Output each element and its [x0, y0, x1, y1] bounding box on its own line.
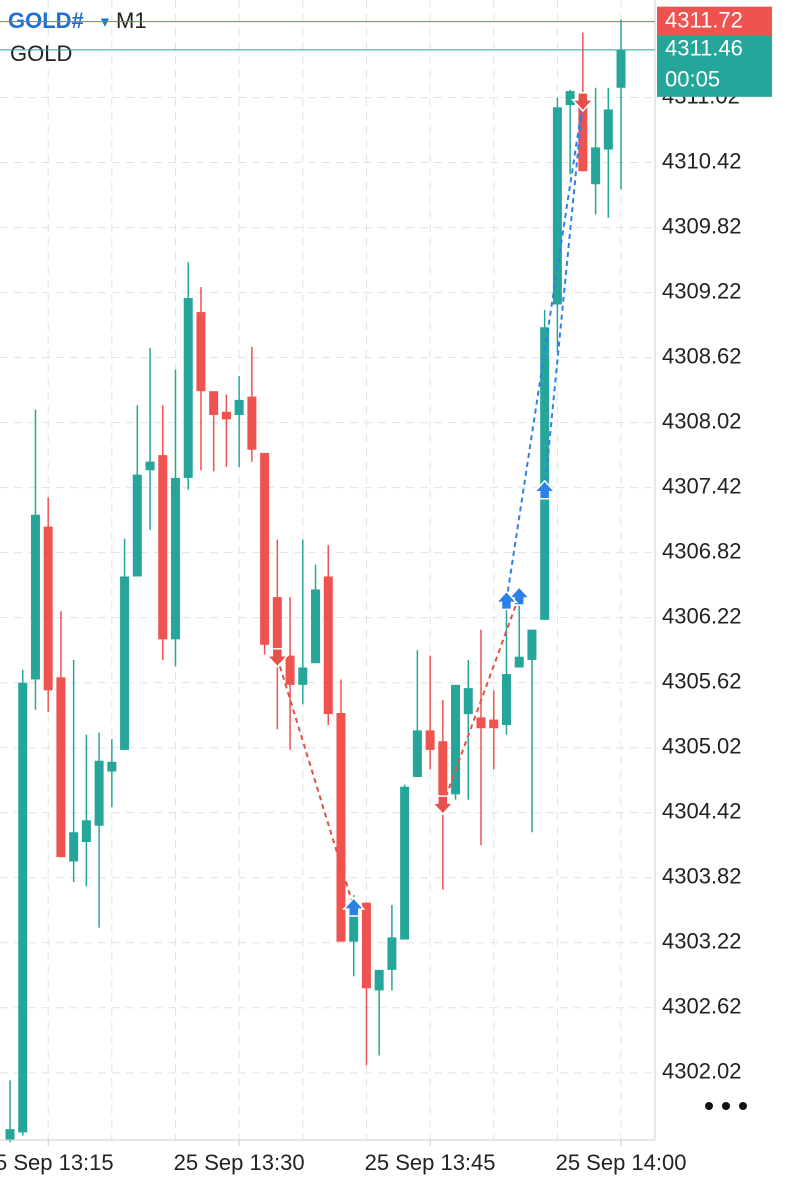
- y-tick-label: 4302.62: [662, 994, 742, 1019]
- candle-body: [476, 717, 486, 729]
- candle-body: [412, 730, 422, 777]
- candle-body: [361, 902, 371, 989]
- candle-body: [132, 474, 142, 577]
- candle-body: [94, 760, 104, 826]
- candle-body: [540, 327, 550, 620]
- x-tick-label: 25 Sep 13:45: [365, 1150, 496, 1175]
- candle-body: [374, 969, 384, 991]
- candle-body: [209, 391, 219, 416]
- candle-body: [5, 1129, 15, 1140]
- candle-body: [272, 597, 282, 660]
- candle-body: [247, 396, 257, 450]
- candle-body: [527, 629, 537, 660]
- candle-body: [221, 411, 231, 420]
- candle-body: [425, 730, 435, 750]
- menu-button[interactable]: [705, 1102, 747, 1110]
- candle-body: [603, 109, 613, 150]
- buy-arrow: [494, 590, 519, 611]
- candle-body: [336, 713, 346, 942]
- y-tick-label: 4306.22: [662, 603, 742, 628]
- sell-arrow: [265, 648, 290, 668]
- candle-body: [463, 688, 473, 715]
- candle-body: [616, 49, 626, 88]
- symbol[interactable]: GOLD#: [8, 8, 84, 33]
- candle-body: [69, 832, 79, 862]
- candle-body: [56, 677, 66, 858]
- axes: 4311.024310.424309.824309.224308.624308.…: [0, 83, 742, 1174]
- candle-body: [285, 655, 295, 685]
- bid-box: [657, 35, 772, 97]
- candle-body: [349, 914, 359, 942]
- y-tick-label: 4308.62: [662, 343, 742, 368]
- candle-body: [298, 667, 308, 685]
- candle-body: [30, 514, 40, 680]
- candle-body: [451, 684, 461, 795]
- trade-line: [276, 657, 355, 908]
- sell-arrow: [571, 92, 595, 112]
- candle-body: [489, 719, 499, 729]
- ask-label: 4311.72: [665, 7, 743, 32]
- candle-body: [514, 656, 524, 668]
- y-tick-label: 4309.22: [662, 278, 742, 303]
- candle-body: [438, 741, 448, 800]
- candle-body: [183, 298, 193, 478]
- candle-body: [501, 674, 511, 725]
- y-tick-label: 4305.62: [662, 669, 742, 694]
- candle-body: [578, 94, 588, 172]
- x-tick-label: 25 Sep 14:00: [556, 1150, 687, 1175]
- menu-dot: [722, 1102, 730, 1110]
- y-tick-label: 4310.42: [662, 148, 742, 173]
- buy-arrow: [342, 896, 366, 917]
- candle-body: [234, 399, 244, 416]
- candle-body: [311, 589, 321, 664]
- sell-arrow: [431, 795, 455, 816]
- y-tick-label: 4303.22: [662, 929, 742, 954]
- plot: [5, 19, 626, 1143]
- menu-dot: [739, 1102, 747, 1110]
- y-tick-label: 4307.42: [662, 473, 742, 498]
- timeframe[interactable]: M1: [116, 8, 147, 33]
- candle-body: [400, 786, 410, 940]
- candle-body: [196, 312, 206, 392]
- candle-body: [170, 477, 180, 640]
- y-tick-label: 4302.02: [662, 1059, 742, 1084]
- x-tick-label: 25 Sep 13:30: [174, 1150, 305, 1175]
- candle-body: [107, 761, 117, 772]
- x-tick-label: 25 Sep 13:15: [0, 1150, 114, 1175]
- candle-body: [260, 452, 270, 645]
- buy-arrow: [532, 479, 557, 500]
- candle-body: [158, 455, 168, 640]
- candle-body: [43, 526, 53, 691]
- candle-body: [120, 576, 130, 750]
- y-tick-label: 4304.42: [662, 799, 742, 824]
- candle-body: [552, 107, 562, 305]
- candle-body: [387, 937, 397, 970]
- ask-box: [657, 6, 772, 37]
- y-tick-label: 4308.02: [662, 408, 742, 433]
- menu-dot: [705, 1102, 713, 1110]
- countdown: 00:05: [665, 67, 720, 92]
- candle-body: [565, 91, 575, 106]
- y-tick-label: 4303.82: [662, 864, 742, 889]
- candle-body: [81, 820, 91, 842]
- y-tick-label: 4306.82: [662, 538, 742, 563]
- candle-body: [18, 682, 28, 1133]
- trade-line: [543, 101, 584, 490]
- description: GOLD: [10, 41, 72, 66]
- candle-body: [145, 461, 155, 471]
- bid-label: 4311.46: [665, 36, 743, 61]
- y-tick-label: 4305.02: [662, 734, 742, 759]
- candle-body: [323, 576, 333, 715]
- trade-line: [505, 101, 584, 601]
- y-tick-label: 4309.82: [662, 213, 742, 238]
- trade-line: [441, 595, 521, 806]
- candle-body: [591, 147, 601, 185]
